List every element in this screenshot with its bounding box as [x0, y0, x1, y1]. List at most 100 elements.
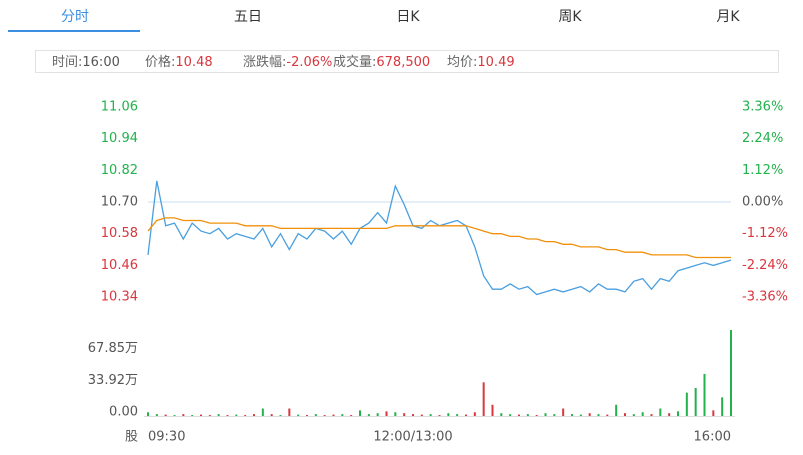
- volume-bar: [208, 415, 211, 416]
- volume-bar: [403, 413, 406, 416]
- volume-bar: [200, 414, 202, 416]
- info-label: 价格:: [145, 54, 175, 70]
- volume-bar: [279, 415, 282, 416]
- volume-bar: [694, 387, 697, 416]
- info-label: 涨跌幅:: [243, 54, 286, 70]
- volume-bar: [297, 414, 300, 416]
- volume-bar: [323, 415, 326, 416]
- volume-bar: [394, 412, 397, 416]
- volume-bar: [217, 414, 220, 416]
- info-value: 10.49: [477, 55, 514, 70]
- tab[interactable]: 日K: [396, 9, 420, 25]
- volume-bar: [420, 414, 423, 416]
- volume-bar: [730, 330, 732, 416]
- info-item: 涨跌幅:-2.06%: [243, 54, 332, 70]
- volume-bar: [341, 414, 344, 416]
- y-tick-label: 33.92万: [88, 373, 138, 388]
- y2-tick-label: 0.00%: [742, 195, 783, 210]
- volume-bar: [164, 414, 167, 416]
- volume-bar: [659, 408, 662, 416]
- volume-bar: [173, 415, 176, 416]
- volume-bar: [677, 411, 679, 416]
- info-value: -2.06%: [286, 55, 332, 70]
- volume-bar: [571, 414, 573, 416]
- volume-bar: [235, 414, 238, 416]
- volume-bar: [226, 415, 229, 416]
- volume-bar: [147, 412, 149, 416]
- volume-bar: [385, 411, 388, 416]
- info-item: 均价:10.49: [447, 55, 515, 70]
- volume-bar: [261, 408, 264, 416]
- volume-bar: [244, 415, 247, 416]
- y2-tick-label: -1.12%: [742, 226, 788, 241]
- volume-bar: [721, 397, 724, 416]
- info-label: 成交量:: [333, 54, 376, 70]
- y2-tick-label: 3.36%: [742, 99, 783, 114]
- volume-bar: [314, 414, 317, 416]
- info-value: 10.48: [175, 55, 212, 70]
- volume-bar: [191, 415, 194, 416]
- volume-bar: [562, 408, 565, 416]
- volume-bar: [306, 415, 308, 416]
- volume-bar: [712, 410, 715, 416]
- y2-tick-label: -2.24%: [742, 258, 788, 273]
- info-label: 均价:: [447, 55, 477, 70]
- info-bar: [35, 50, 779, 73]
- volume-bar: [641, 412, 644, 416]
- volume-bar: [650, 414, 653, 416]
- volume-bar: [155, 414, 158, 416]
- tab[interactable]: 月K: [716, 9, 740, 25]
- unit-label: 股: [125, 430, 138, 445]
- y-tick-label: 11.06: [101, 99, 138, 114]
- y-tick-label: 10.94: [101, 131, 138, 146]
- volume-bar: [703, 373, 706, 416]
- volume-bar: [482, 382, 485, 416]
- volume-bar: [509, 414, 512, 416]
- volume-bar: [367, 414, 370, 416]
- volume-bar: [579, 414, 582, 416]
- tab[interactable]: 五日: [234, 9, 262, 25]
- volume-bar: [438, 415, 441, 416]
- volume-bar: [182, 414, 185, 416]
- y-tick-label: 10.34: [101, 290, 138, 305]
- y2-tick-label: -3.36%: [742, 290, 788, 305]
- y-tick-label: 10.46: [101, 258, 138, 273]
- volume-bar: [456, 414, 459, 416]
- info-value: 16:00: [82, 55, 119, 70]
- info-label: 时间:: [52, 55, 82, 70]
- y2-tick-label: 1.12%: [742, 163, 783, 178]
- x-tick-label: 09:30: [148, 430, 185, 445]
- y2-tick-label: 2.24%: [742, 131, 783, 146]
- price-line: [147, 217, 731, 259]
- price-line: [147, 180, 732, 296]
- y-tick-label: 67.85万: [88, 341, 138, 356]
- y-tick-label: 10.82: [101, 163, 138, 178]
- y-tick-label: 10.58: [101, 226, 138, 241]
- info-item: 时间:16:00: [52, 55, 120, 70]
- x-tick-label: 12:00/13:00: [373, 430, 452, 445]
- volume-bar: [270, 414, 273, 416]
- volume-bar: [376, 413, 379, 416]
- volume-bar: [253, 414, 255, 416]
- info-value: 678,500: [376, 55, 430, 70]
- volume-bar: [597, 414, 600, 416]
- volume-bar: [553, 414, 556, 416]
- volume-bar: [447, 413, 450, 416]
- tab[interactable]: 周K: [558, 9, 582, 25]
- volume-bar: [615, 404, 618, 416]
- y-tick-label: 0.00: [109, 405, 138, 420]
- info-item: 成交量:678,500: [333, 54, 430, 70]
- volume-bar: [526, 414, 529, 416]
- volume-bar: [359, 410, 361, 416]
- volume-bar: [491, 404, 494, 416]
- volume-bar: [668, 413, 671, 416]
- volume-bar: [288, 408, 291, 416]
- volume-bar: [588, 413, 591, 416]
- volume-bar: [350, 415, 353, 416]
- volume-bar: [429, 414, 432, 416]
- volume-bar: [473, 412, 476, 416]
- volume-bar: [412, 414, 414, 416]
- volume-bar: [500, 413, 503, 416]
- tab[interactable]: 分时: [61, 9, 89, 25]
